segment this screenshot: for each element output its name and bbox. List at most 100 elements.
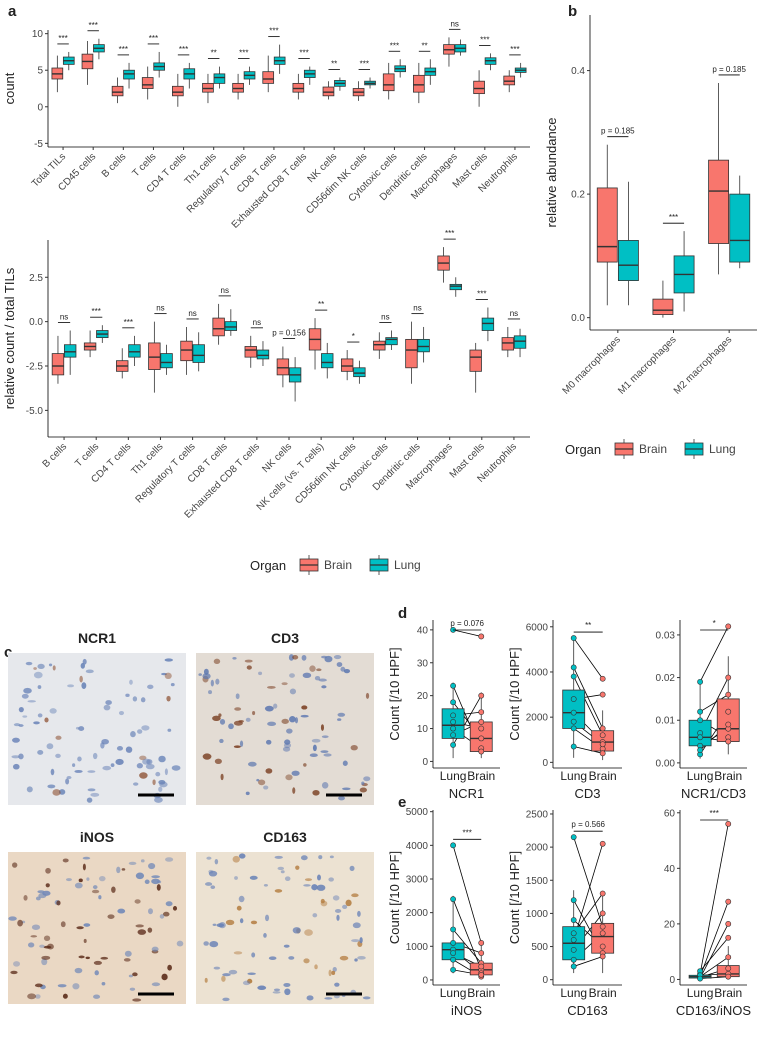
cell (159, 914, 165, 919)
y-tick-label: 0.01 (656, 716, 676, 727)
point (570, 917, 577, 923)
cell (328, 877, 334, 882)
cell (203, 941, 209, 946)
cell (72, 983, 80, 990)
pair-line (699, 626, 729, 683)
point (450, 725, 456, 732)
y-tick-label: 40 (664, 864, 676, 875)
cell (52, 665, 56, 671)
cell (147, 927, 153, 933)
point (570, 956, 577, 963)
cell (257, 985, 267, 991)
cell (258, 779, 266, 786)
x-tick-label: M0 macrophages (561, 334, 623, 396)
cell (45, 883, 50, 888)
point (599, 725, 606, 732)
cell (303, 884, 311, 887)
pair-line (573, 837, 604, 927)
cell (34, 983, 43, 988)
cell (72, 763, 76, 767)
point (725, 920, 732, 927)
cell (47, 943, 54, 950)
cell (43, 935, 51, 941)
cell (41, 955, 51, 960)
cell (76, 926, 84, 930)
y-axis-title: relative abundance (544, 118, 559, 228)
cell (324, 997, 333, 1000)
y-tick-label: 0.0 (571, 313, 585, 324)
cell (357, 955, 366, 960)
cell (202, 673, 211, 680)
point (450, 712, 456, 719)
x-axis-title: CD163 (567, 1003, 607, 1018)
sig-label: *** (124, 318, 133, 327)
cell (22, 715, 28, 718)
cell (27, 700, 36, 703)
cell (357, 910, 361, 917)
cell (18, 706, 24, 713)
sig-label: ** (421, 41, 427, 50)
cell (359, 937, 363, 944)
pair-line (699, 823, 729, 974)
point (478, 709, 485, 715)
point (478, 719, 485, 725)
sig-label: ** (331, 60, 337, 69)
point (570, 725, 577, 732)
y-tick-label: 6000 (526, 622, 549, 633)
cell (345, 899, 352, 907)
cell (62, 993, 68, 999)
cell (258, 671, 263, 676)
y-tick-label: 10 (32, 29, 44, 40)
sig-label: *** (360, 60, 369, 69)
legend-label: Lung (394, 558, 421, 572)
cell (31, 924, 41, 930)
cell (321, 685, 327, 689)
x-tick-label: Brain (714, 986, 742, 1000)
sig-label: p = 0.185 (601, 127, 635, 136)
sig-label: ns (510, 309, 518, 318)
point (570, 930, 577, 937)
point (599, 910, 606, 917)
point (478, 940, 485, 946)
cell (92, 752, 98, 760)
pair-line (699, 901, 729, 977)
box (501, 337, 515, 351)
cell (129, 679, 133, 685)
image-label: CD163 (263, 829, 307, 845)
cell (209, 941, 219, 948)
cell (85, 956, 90, 960)
cell (303, 958, 310, 964)
cell (65, 778, 70, 785)
cell (208, 870, 218, 877)
cell (342, 904, 348, 910)
cell (125, 693, 130, 698)
cell (274, 855, 283, 859)
cell (132, 696, 138, 702)
pair-line (573, 843, 604, 941)
y-tick-label: 5000 (406, 807, 429, 818)
cell (167, 964, 172, 971)
pair-line (573, 667, 604, 729)
cell (66, 878, 72, 882)
cell (78, 955, 85, 959)
cell (236, 905, 242, 911)
cell (172, 906, 178, 911)
cell (329, 855, 334, 859)
sig-label: *** (92, 307, 101, 316)
y-tick-label: 0 (37, 102, 43, 113)
sig-label: *** (462, 828, 471, 837)
point (725, 934, 732, 941)
box (256, 349, 270, 360)
cell (152, 779, 156, 786)
y-tick-label: 0 (669, 975, 675, 986)
pair-line (573, 676, 604, 736)
cell (92, 885, 98, 890)
point (478, 692, 485, 699)
cell (351, 939, 360, 943)
cell (30, 935, 38, 938)
y-axis-title: Count [/10 HPF] (387, 647, 402, 740)
sig-label: ns (413, 304, 421, 313)
legend-label: Brain (639, 442, 667, 456)
box (160, 353, 173, 369)
point (725, 721, 732, 728)
